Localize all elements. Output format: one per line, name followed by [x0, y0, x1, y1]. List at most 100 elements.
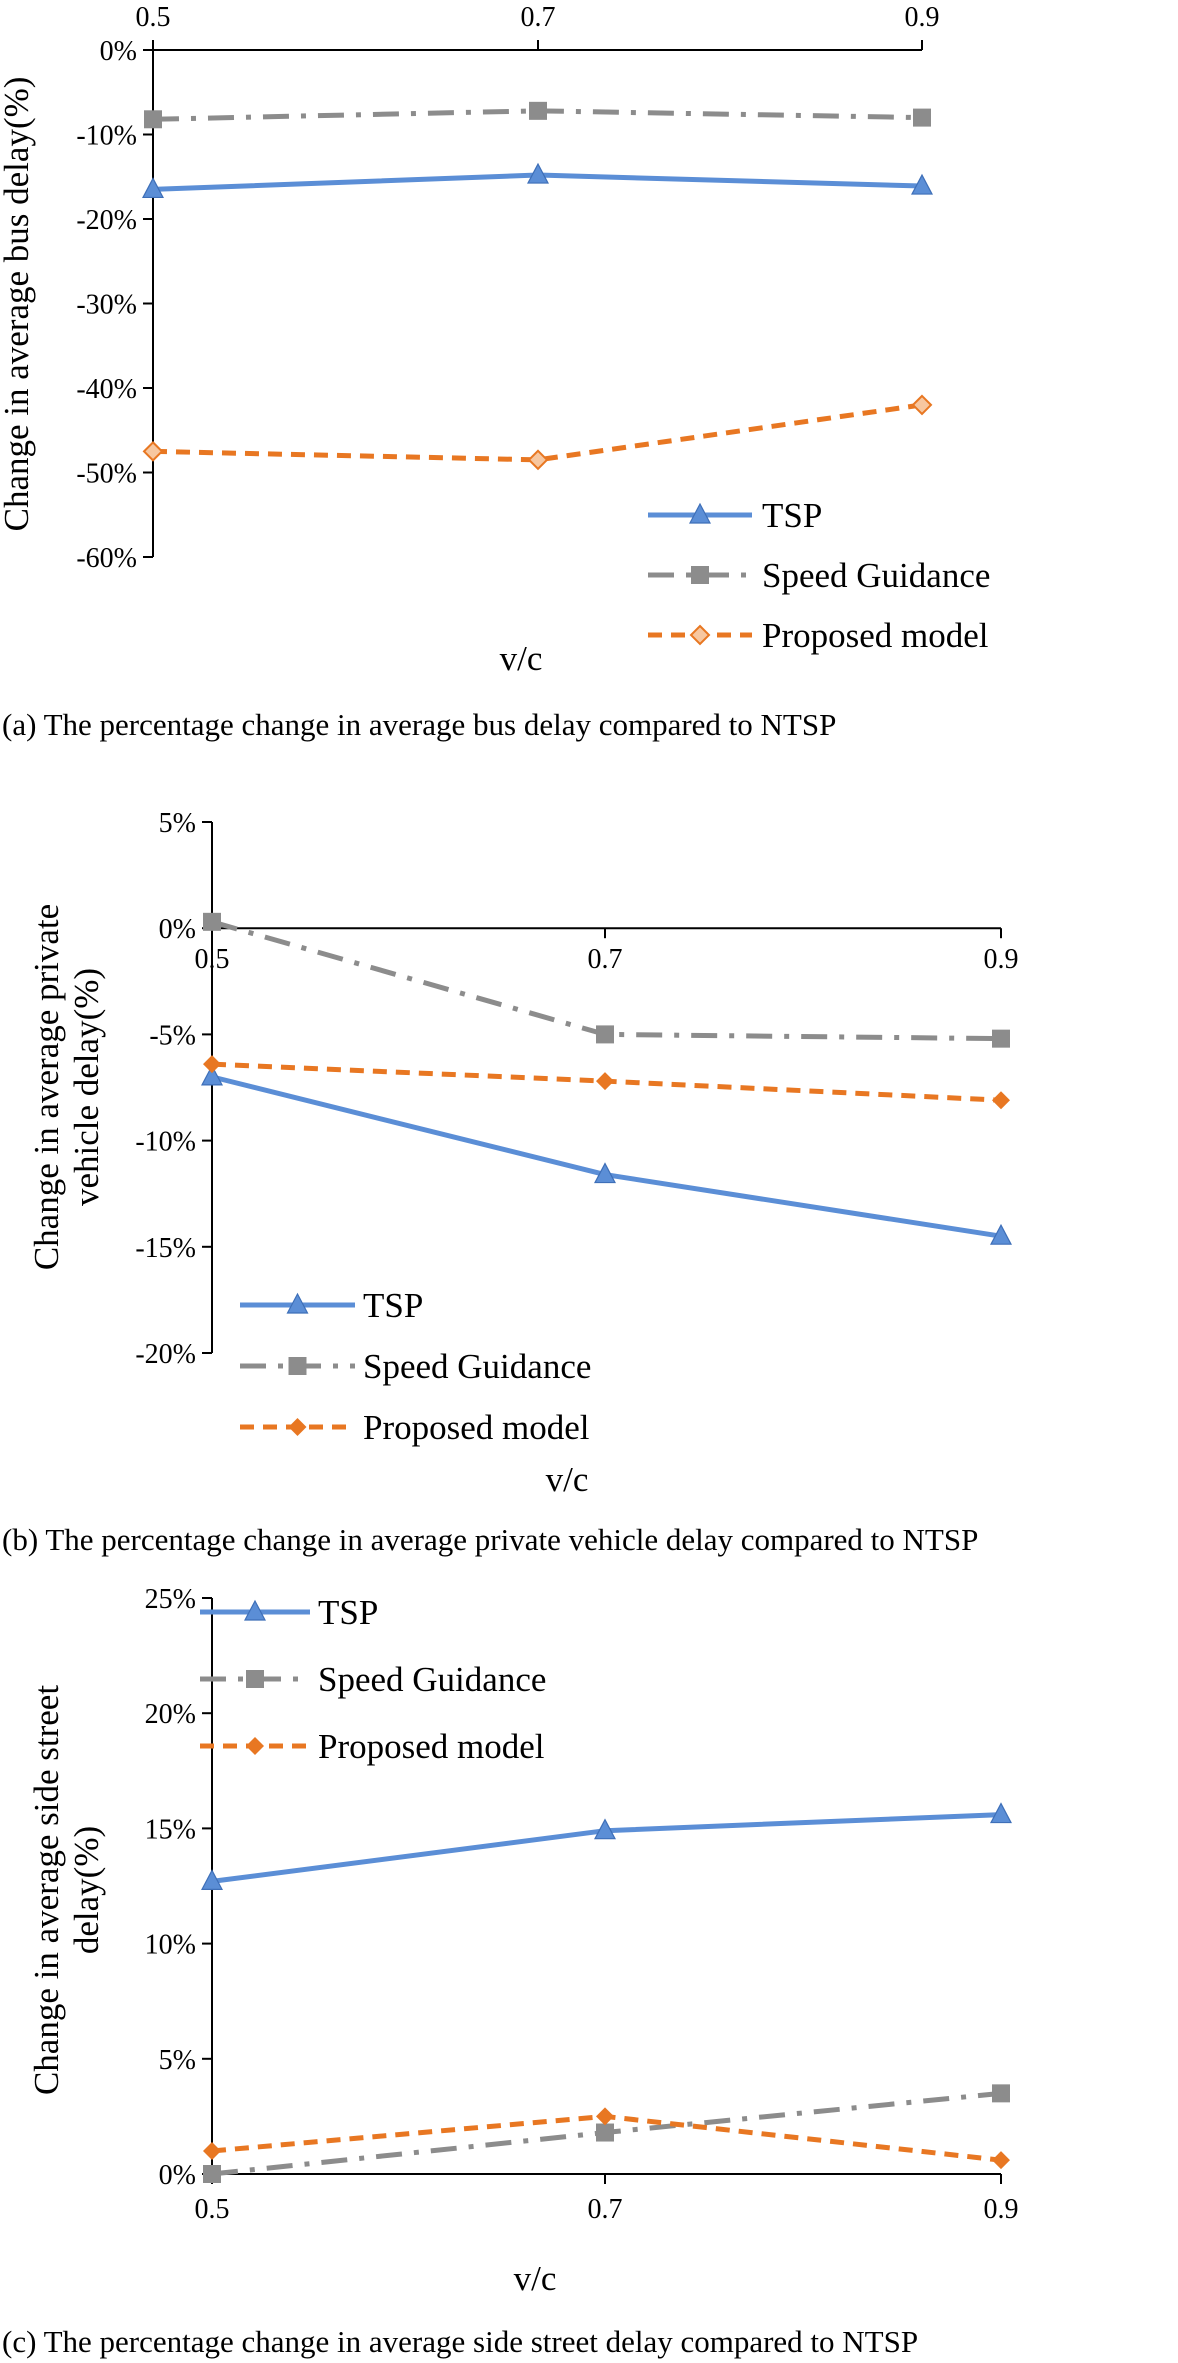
x-tick-label: 0.5 [195, 2194, 230, 2225]
y-tick-label: -60% [76, 543, 137, 574]
data-point [594, 1818, 616, 1840]
series-tsp [201, 1064, 1012, 1245]
series-line [211, 1074, 1002, 1239]
x-axis-label: v/c [546, 1460, 589, 1499]
legend-swatch-marker [246, 1737, 264, 1755]
y-axis-label: Change in average side streetdelay(%) [27, 1685, 106, 2095]
legend-label: Speed Guidance [318, 1660, 546, 1699]
legend-label: Proposed model [762, 616, 989, 655]
y-tick-label: 15% [145, 1814, 196, 1845]
y-axis-label: Change in average privatevehicle delay(%… [27, 904, 106, 1270]
chart-panel-c: 25% 20% 15% 10% 5% 0%0.5 0.7 0.9 Change in avera… [2, 1584, 1019, 2359]
legend-swatch-marker [288, 1357, 307, 1375]
series-line [211, 919, 1002, 1042]
legend-label: Proposed model [363, 1408, 590, 1447]
y-tick-label: -20% [76, 205, 137, 236]
data-point [596, 2123, 614, 2142]
x-tick-label: 0.9 [984, 944, 1019, 975]
x-tick-label: 0.7 [588, 2194, 623, 2225]
y-tick-label: -50% [76, 459, 137, 490]
y-tick-label: 20% [145, 1699, 196, 1730]
series-proposed-model [203, 2107, 1010, 2170]
x-axis-label: v/c [500, 639, 543, 678]
legend-entry: Proposed model [648, 616, 989, 655]
x-tick-label: 0.9 [984, 2194, 1019, 2225]
x-tick-label: 0.7 [521, 2, 556, 33]
legend-swatch-marker [244, 1599, 266, 1621]
data-point [992, 2151, 1010, 2170]
data-point [990, 1223, 1012, 1245]
y-tick-label: 25% [145, 1584, 196, 1615]
legend-swatch-marker [288, 1418, 307, 1436]
legend-swatch-marker [286, 1292, 309, 1314]
y-tick-label: 0% [159, 914, 196, 945]
x-tick-label: 0.5 [136, 2, 171, 33]
y-tick-label: 10% [145, 1930, 196, 1961]
series-speed-guidance [144, 101, 931, 129]
y-tick-label: -20% [135, 1339, 196, 1370]
data-point [990, 1802, 1012, 1824]
x-tick-label: 0.5 [195, 944, 230, 975]
legend-label: TSP [363, 1286, 423, 1325]
legend-entry: Speed Guidance [240, 1347, 591, 1386]
legend-label: Speed Guidance [762, 556, 990, 595]
chart-panel-b: 5% 0% -5% -10% -15% -20% 0.5 0.7 0.9 Change in av… [2, 808, 1019, 1557]
y-tick-label: 5% [159, 2045, 196, 2076]
data-point [142, 177, 164, 199]
data-point [992, 2084, 1010, 2103]
data-point [992, 1091, 1010, 1110]
legend-label: Proposed model [318, 1727, 545, 1766]
x-axis-label: v/c [514, 2259, 557, 2298]
y-axis-label-line: delay(%) [67, 1826, 106, 1954]
data-point [596, 1025, 614, 1044]
legend-entry: Proposed model [200, 1727, 545, 1766]
x-tick-label: 0.9 [905, 2, 940, 33]
data-point [596, 1072, 614, 1091]
y-tick-label: -10% [76, 121, 137, 152]
data-point [201, 1064, 223, 1086]
y-axis-label-line: Change in average side street [27, 1685, 66, 2095]
legend-entry: Proposed model [240, 1408, 590, 1447]
data-point [913, 108, 931, 127]
y-axis-label: Change in average bus delay(%) [0, 77, 36, 532]
chart-panel-a: 0% -10% -20% -30% -40% -50% -60% 0.5 0.7 0.9 Chang… [0, 2, 990, 742]
legend-entry: TSP [200, 1593, 378, 1632]
y-tick-label: 5% [159, 808, 196, 839]
series-line [152, 402, 923, 463]
y-tick-label: -15% [135, 1233, 196, 1264]
legend-label: TSP [762, 496, 822, 535]
chart-caption: (a) The percentage change in average bus… [2, 707, 836, 742]
data-point [527, 162, 549, 184]
y-axis-label-line: Change in average private [27, 904, 66, 1270]
y-tick-label: -40% [76, 374, 137, 405]
series-proposed-model [203, 1055, 1010, 1110]
y-tick-label: -10% [135, 1127, 196, 1158]
data-point [596, 2107, 614, 2126]
y-axis-label-line: vehicle delay(%) [67, 968, 106, 1206]
x-tick-label: 0.7 [588, 944, 623, 975]
series-speed-guidance [203, 2084, 1010, 2183]
y-tick-label: -5% [149, 1020, 196, 1051]
legend-swatch-marker [689, 624, 711, 646]
data-point [142, 440, 164, 462]
legend-swatch-marker [246, 1670, 264, 1688]
y-tick-label: -30% [76, 290, 137, 321]
data-point [201, 1869, 223, 1890]
series-tsp [142, 162, 933, 199]
y-axis-label-line: Change in average bus delay(%) [0, 77, 36, 532]
data-point [144, 110, 162, 129]
chart-caption: (c) The percentage change in average sid… [2, 2324, 918, 2359]
legend-swatch-marker [691, 566, 709, 584]
legend-label: Speed Guidance [363, 1347, 591, 1386]
data-point [527, 449, 549, 471]
legend-entry: TSP [240, 1286, 423, 1325]
series-speed-guidance [203, 912, 1010, 1048]
y-tick-label: 0% [159, 2160, 196, 2191]
data-point [911, 173, 933, 195]
data-point [992, 1029, 1010, 1048]
legend-entry: Speed Guidance [648, 556, 990, 595]
legend-entry: Speed Guidance [200, 1660, 546, 1699]
y-tick-label: 0% [100, 36, 137, 67]
data-point [911, 394, 933, 416]
